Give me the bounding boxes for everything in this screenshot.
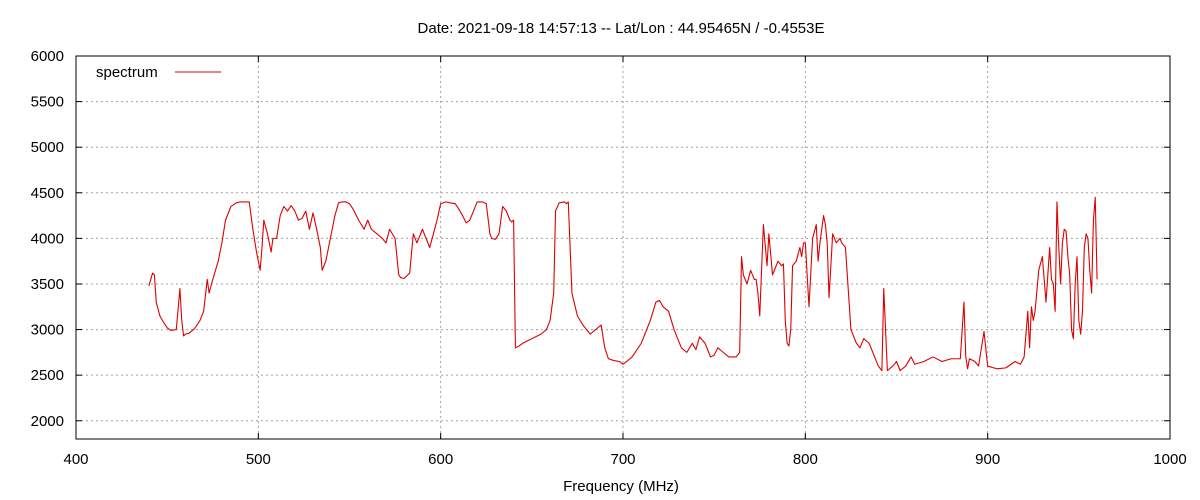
x-axis-label: Frequency (MHz) [563,478,679,495]
y-tick-label: 4500 [31,185,64,202]
x-tick-label: 600 [428,451,453,468]
x-tick-labels: 400 500 600 700 800 900 1000 [63,451,1186,468]
y-tick-label: 2000 [31,413,64,430]
y-tick-label: 6000 [31,48,64,65]
y-tick-label: 2500 [31,367,64,384]
x-tick-label: 700 [610,451,635,468]
y-tick-label: 5500 [31,94,64,111]
x-tick-label: 800 [793,451,818,468]
series-line-spectrum [148,196,1098,372]
chart-title: Date: 2021-09-18 14:57:13 -- Lat/Lon : 4… [418,20,825,37]
x-tick-label: 500 [246,451,271,468]
legend: spectrum [96,64,221,81]
y-tick-label: 3000 [31,322,64,339]
y-tick-label: 5000 [31,139,64,156]
x-tick-label: 400 [63,451,88,468]
axis-ticks [75,55,1171,439]
legend-label-spectrum: spectrum [96,64,158,81]
x-tick-label: 900 [975,451,1000,468]
y-tick-labels: 2000 2500 3000 3500 4000 4500 5000 5500 6000 [31,48,64,430]
x-tick-label: 1000 [1153,451,1186,468]
y-tick-label: 4000 [31,230,64,247]
y-tick-label: 3500 [31,276,64,293]
